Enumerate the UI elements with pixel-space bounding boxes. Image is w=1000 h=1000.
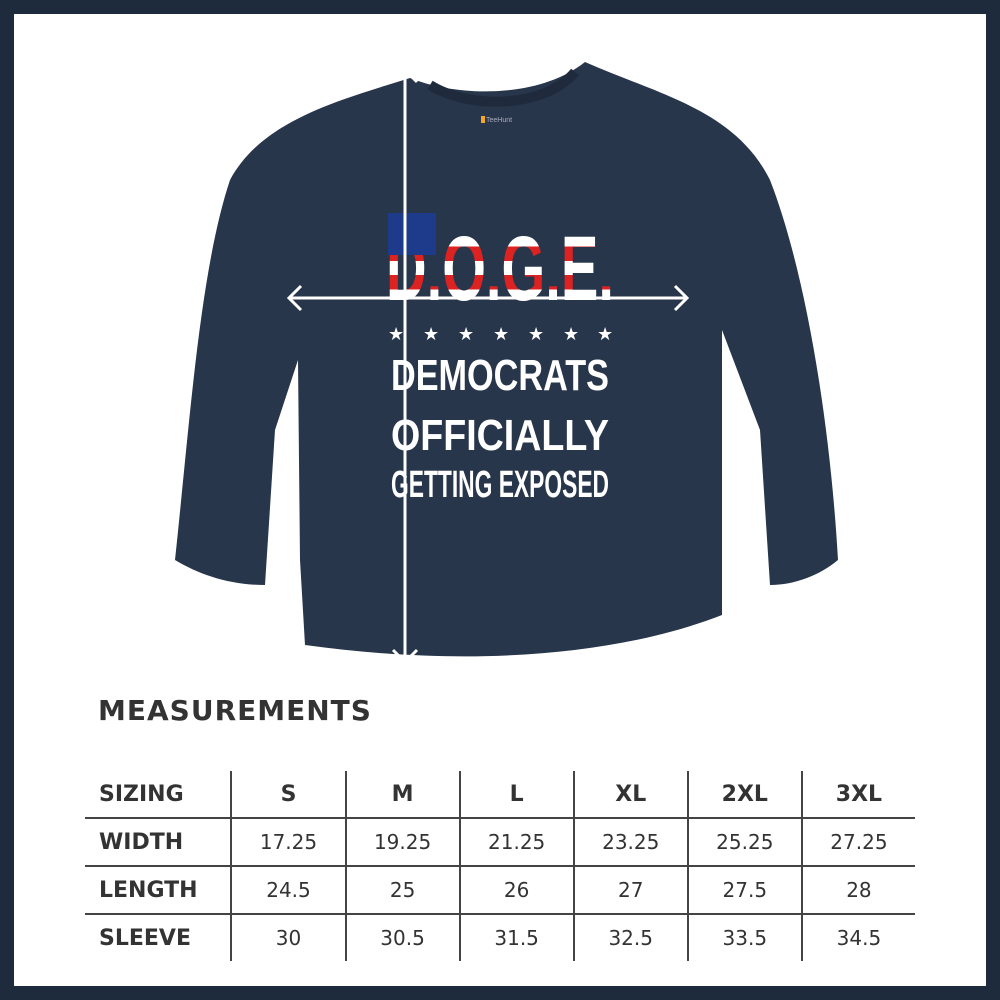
shirt-body xyxy=(175,62,838,657)
table-header-row: SIZING S M L XL 2XL 3XL xyxy=(85,771,915,818)
svg-text:★: ★ xyxy=(423,324,439,345)
header-cell: L xyxy=(458,771,574,818)
tag-brand: TeeHunt xyxy=(486,117,512,124)
size-table: SIZING S M L XL 2XL 3XL WIDTH 17.25 19.2… xyxy=(85,771,915,961)
header-cell: 3XL xyxy=(800,771,915,818)
table-cell: 31.5 xyxy=(458,913,574,961)
header-cell: M xyxy=(344,771,460,818)
width-arrow-icon xyxy=(286,284,690,312)
header-cell: S xyxy=(230,771,346,818)
svg-text:★: ★ xyxy=(493,324,509,345)
table-cell: 30.5 xyxy=(344,913,460,961)
table-cell: 30 xyxy=(230,913,346,961)
header-cell: XL xyxy=(572,771,688,818)
row-label: LENGTH xyxy=(85,865,232,914)
length-arrow-icon xyxy=(391,67,419,665)
table-cell: 28 xyxy=(800,865,915,914)
table-cell: 27.5 xyxy=(686,865,802,914)
table-cell: 19.25 xyxy=(344,817,460,866)
row-label: SLEEVE xyxy=(85,913,232,961)
header-cell: 2XL xyxy=(686,771,802,818)
table-row: WIDTH 17.25 19.25 21.25 23.25 25.25 27.2… xyxy=(85,817,915,866)
shirt-image: TeeHunt D.O.G.E. ★ ★ ★ ★ ★ ★ ★ DEMOCRATS OFFIC… xyxy=(175,62,838,665)
table-cell: 34.5 xyxy=(800,913,915,961)
table-cell: 25 xyxy=(344,865,460,914)
row-label: WIDTH xyxy=(85,817,232,866)
svg-text:★: ★ xyxy=(563,324,579,345)
star-row-icon: ★ ★ ★ ★ ★ ★ ★ xyxy=(388,324,613,345)
svg-text:★: ★ xyxy=(458,324,474,345)
svg-text:★: ★ xyxy=(597,324,613,345)
table-row: SLEEVE 30 30.5 31.5 32.5 33.5 34.5 xyxy=(85,913,915,961)
table-cell: 17.25 xyxy=(230,817,346,866)
svg-text:★: ★ xyxy=(528,324,544,345)
table-cell: 26 xyxy=(458,865,574,914)
table-row: LENGTH 24.5 25 26 27 27.5 28 xyxy=(85,865,915,914)
table-cell: 23.25 xyxy=(572,817,688,866)
table-cell: 32.5 xyxy=(572,913,688,961)
print-line-2: OFFICIALLY xyxy=(391,411,609,460)
svg-text:★: ★ xyxy=(388,324,404,345)
table-cell: 24.5 xyxy=(230,865,346,914)
print-line-1: DEMOCRATS xyxy=(391,351,609,400)
table-cell: 21.25 xyxy=(458,817,574,866)
print-line-3: GETTING EXPOSED xyxy=(391,464,609,506)
table-cell: 27.25 xyxy=(800,817,915,866)
table-cell: 25.25 xyxy=(686,817,802,866)
table-cell: 33.5 xyxy=(686,913,802,961)
measurements-title: MEASUREMENTS xyxy=(98,694,372,727)
table-cell: 27 xyxy=(572,865,688,914)
header-cell: SIZING xyxy=(99,781,184,807)
